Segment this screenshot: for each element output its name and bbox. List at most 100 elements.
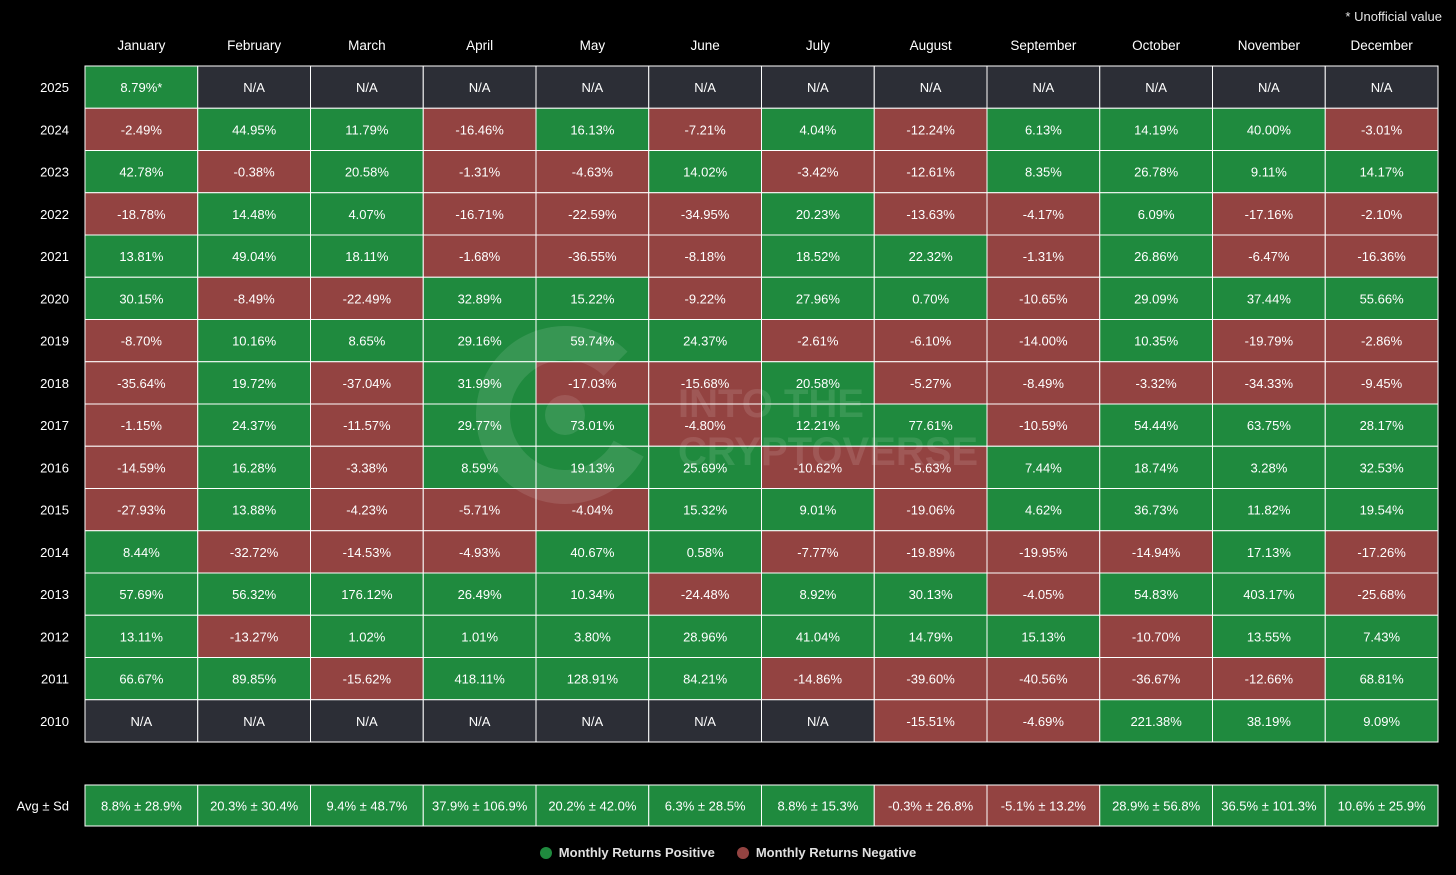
cell-value: N/A	[131, 714, 153, 729]
cell-value: -8.49%	[1023, 376, 1065, 391]
cell-value: -1.31%	[459, 165, 501, 180]
heatmap-cell	[761, 234, 875, 278]
heatmap-cell	[1212, 488, 1326, 532]
heatmap-cell	[84, 107, 199, 151]
heatmap-cell	[761, 657, 875, 701]
avg-cell	[648, 784, 762, 827]
cell-value: -4.93%	[459, 545, 501, 560]
heatmap-cell	[1324, 65, 1439, 109]
cell-value: 18.74%	[1134, 460, 1179, 475]
cell-value: -15.51%	[906, 714, 955, 729]
cell-value: 26.49%	[458, 587, 503, 602]
cell-value: 30.15%	[119, 291, 164, 306]
cell-value: 20.58%	[796, 376, 841, 391]
month-label: May	[580, 38, 606, 53]
cell-value: N/A	[582, 714, 604, 729]
heatmap-cell	[1099, 445, 1213, 489]
cell-value: 14.79%	[909, 629, 954, 644]
cell-value: 40.67%	[570, 545, 615, 560]
avg-sd-label: Avg ± Sd	[17, 799, 69, 814]
cell-value: N/A	[920, 80, 942, 95]
avg-value: 8.8% ± 28.9%	[101, 799, 182, 814]
cell-value: -3.38%	[346, 460, 388, 475]
heatmap-cell	[761, 319, 875, 363]
avg-cell	[1212, 784, 1326, 827]
avg-cell	[873, 784, 988, 827]
cell-value: 17.13%	[1247, 545, 1292, 560]
cell-value: N/A	[356, 80, 378, 95]
heatmap-cell	[648, 234, 762, 278]
cell-value: 14.17%	[1360, 165, 1405, 180]
legend-positive[interactable]: Monthly Returns Positive	[539, 845, 715, 860]
cell-value: 30.13%	[909, 587, 954, 602]
cell-value: 68.81%	[1360, 672, 1405, 687]
cell-value: 9.11%	[1251, 165, 1287, 180]
cell-value: 10.35%	[1134, 334, 1179, 349]
heatmap-cell	[648, 319, 762, 363]
avg-value: 20.3% ± 30.4%	[210, 799, 299, 814]
cell-value: -9.45%	[1361, 376, 1403, 391]
heatmap-cell	[310, 276, 424, 320]
heatmap-cell	[535, 65, 650, 109]
avg-value: 10.6% ± 25.9%	[1338, 799, 1427, 814]
cell-value: 19.13%	[570, 460, 615, 475]
month-label: August	[910, 38, 952, 53]
heatmap-cell	[986, 65, 1101, 109]
cell-value: 20.23%	[796, 207, 841, 222]
cell-value: 28.96%	[683, 629, 728, 644]
heatmap-cell	[1324, 192, 1439, 236]
cell-value: 221.38%	[1130, 714, 1182, 729]
heatmap-cell	[986, 657, 1101, 701]
heatmap-cell	[761, 192, 875, 236]
cell-value: -12.24%	[906, 122, 955, 137]
cell-value: 418.11%	[454, 672, 505, 687]
heatmap-cell	[1212, 276, 1326, 320]
heatmap-cell	[310, 234, 424, 278]
cell-value: -14.94%	[1132, 545, 1181, 560]
heatmap-cell	[1099, 572, 1213, 616]
heatmap-cell	[761, 150, 875, 194]
avg-value: 37.9% ± 106.9%	[432, 799, 528, 814]
heatmap-cell	[986, 614, 1101, 658]
heatmap-cell	[1099, 192, 1213, 236]
cell-value: -6.10%	[910, 334, 952, 349]
legend-negative-label: Monthly Returns Negative	[755, 845, 917, 860]
legend: Monthly Returns Positive Monthly Returns…	[0, 845, 1456, 860]
cell-value: 49.04%	[232, 249, 277, 264]
heatmap-cell	[1324, 403, 1439, 447]
year-label: 2021	[40, 249, 69, 264]
cell-value: -13.27%	[230, 629, 279, 644]
avg-cell	[535, 784, 650, 827]
cell-value: 28.17%	[1360, 418, 1405, 433]
cell-value: -11.57%	[343, 418, 391, 433]
cell-value: 13.88%	[232, 503, 277, 518]
legend-negative[interactable]: Monthly Returns Negative	[736, 845, 917, 860]
cell-value: N/A	[694, 714, 716, 729]
legend-positive-dot	[539, 846, 552, 859]
cell-value: -8.70%	[121, 334, 163, 349]
year-label: 2010	[40, 714, 69, 729]
heatmap-cell	[1324, 361, 1439, 405]
cell-value: -2.86%	[1361, 334, 1403, 349]
cell-value: 38.19%	[1247, 714, 1292, 729]
heatmap-cell	[1212, 319, 1326, 363]
cell-value: 15.32%	[683, 503, 728, 518]
heatmap-cell	[1324, 150, 1439, 194]
cell-value: 176.12%	[341, 587, 393, 602]
heatmap-cell	[1099, 403, 1213, 447]
heatmap-cell	[986, 150, 1101, 194]
cell-value: -2.10%	[1361, 207, 1403, 222]
heatmap-cell	[197, 107, 311, 151]
month-label: June	[690, 38, 719, 53]
cell-value: 14.48%	[232, 207, 277, 222]
heatmap-cell	[535, 276, 650, 320]
heatmap-cell	[310, 657, 424, 701]
heatmap-cell	[197, 234, 311, 278]
heatmap-cell	[422, 445, 537, 489]
month-label: October	[1132, 38, 1181, 53]
heatmap-cell	[1099, 107, 1213, 151]
heatmap-cell	[1212, 361, 1326, 405]
cell-value: 13.55%	[1247, 629, 1292, 644]
cell-value: -7.21%	[685, 122, 727, 137]
cell-value: -15.68%	[681, 376, 730, 391]
